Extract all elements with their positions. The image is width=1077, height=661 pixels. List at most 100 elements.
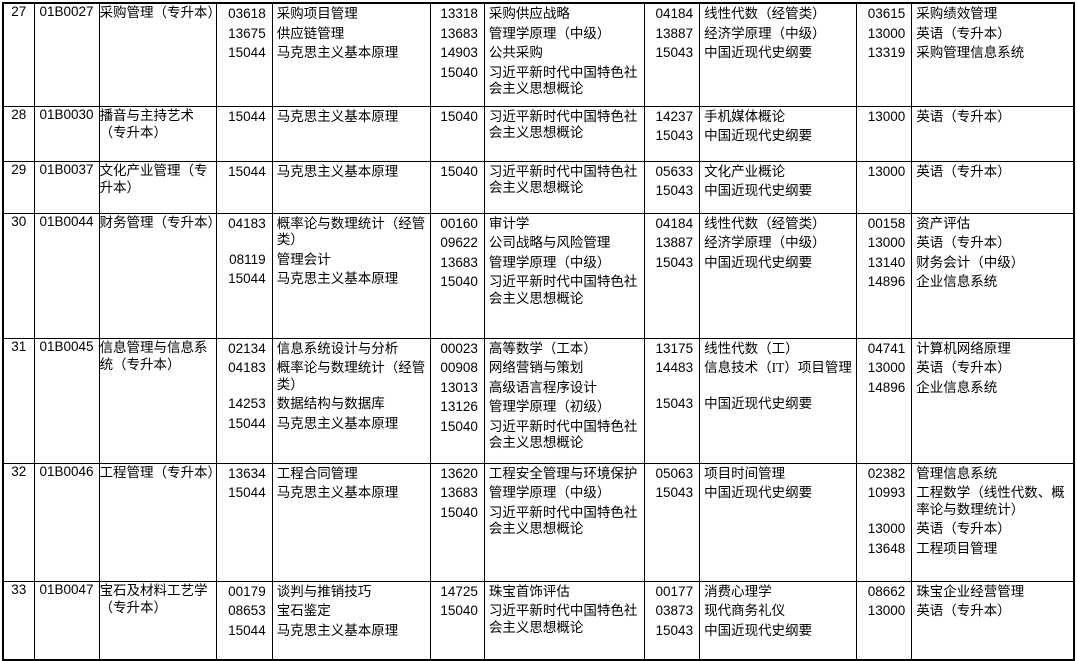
course-name-cell: 审计学 公司战略与风险管理 管理学原理（中级） 习近平新时代中国特色社会主义思想概论 — [483, 212, 646, 339]
course-name: 公司战略与风险管理 — [488, 235, 611, 251]
course-name: 工程合同管理 — [276, 465, 358, 481]
course-name-cell: 珠宝首饰评估 习近平新时代中国特色社会主义思想概论 — [483, 580, 646, 661]
course-name: 习近平新时代中国特色社会主义思想概论 — [488, 418, 638, 451]
course-code: 13140 — [867, 254, 906, 270]
course-code: 13318 — [440, 6, 478, 21]
course-name-cell: 手机媒体概论 中国近现代史纲要 — [699, 105, 858, 162]
course-name-cell: 计算机网络原理 英语（专升本） 企业信息系统 — [911, 337, 1075, 464]
course-code-cell: 13000 — [856, 160, 913, 214]
table-row: 29 01B0037 文化产业管理（专升本） 15044 马克思主义基本原理 15040 习… — [2, 160, 1075, 214]
course-name: 项目时间管理 — [704, 465, 786, 481]
course-name-cell: 工程安全管理与环境保护 管理学原理（中级） 习近平新时代中国特色社会主义思想概论 — [483, 462, 646, 582]
row-sequence-number: 27 — [2, 2, 35, 107]
course-name-cell: 马克思主义基本原理 — [271, 160, 431, 214]
course-code: 13000 — [867, 360, 906, 376]
course-code-cell: 03615 13000 13319 — [856, 2, 913, 107]
course-code: 14903 — [440, 45, 478, 61]
major-name: 财务管理（专升本） — [98, 212, 217, 339]
course-name: 中国近现代史纲要 — [704, 485, 813, 501]
course-code-cell: 04183 08119 15044 — [215, 212, 273, 339]
course-name: 高等数学（工本） — [488, 340, 597, 356]
course-code: 15040 — [440, 274, 478, 290]
row-sequence-number: 30 — [2, 212, 35, 339]
course-code: 13675 — [228, 25, 266, 41]
course-code: 13000 — [867, 108, 906, 124]
course-code: 15040 — [440, 64, 478, 80]
table-row: 30 01B0044 财务管理（专升本） 04183 08119 15044 概率论与数理统… — [2, 212, 1075, 339]
course-code: 15044 — [228, 271, 266, 287]
course-name-cell: 马克思主义基本原理 — [271, 105, 431, 162]
course-name: 采购项目管理 — [276, 6, 358, 21]
course-name: 采购绩效管理 — [916, 6, 998, 21]
course-code: 04184 — [655, 6, 694, 21]
course-name: 中国近现代史纲要 — [704, 45, 813, 61]
course-code-cell: 04184 13887 15043 — [644, 2, 701, 107]
course-name-cell: 文化产业概论 中国近现代史纲要 — [699, 160, 858, 214]
major-name: 文化产业管理（专升本） — [98, 160, 217, 214]
course-name-cell: 概率论与数理统计（经管类） 管理会计 马克思主义基本原理 — [271, 212, 431, 339]
major-name: 宝石及材料工艺学（专升本） — [98, 580, 217, 661]
course-code: 13000 — [867, 163, 906, 179]
course-name: 马克思主义基本原理 — [276, 485, 399, 501]
course-code-cell: 00179 08653 15044 — [215, 580, 273, 661]
course-code: 13000 — [867, 521, 906, 537]
course-name: 马克思主义基本原理 — [276, 163, 399, 179]
course-name: 马克思主义基本原理 — [276, 622, 399, 638]
course-code: 15040 — [440, 163, 478, 179]
course-code: 00160 — [440, 215, 478, 231]
course-name: 中国近现代史纲要 — [704, 183, 813, 199]
course-name: 宝石鉴定 — [276, 603, 331, 619]
course-code: 14253 — [228, 396, 266, 412]
course-code: 15044 — [228, 622, 266, 638]
course-code-cell: 15040 — [429, 105, 485, 162]
course-name: 习近平新时代中国特色社会主义思想概论 — [488, 64, 638, 97]
course-name: 英语（专升本） — [916, 163, 1011, 179]
major-code: 01B0047 — [33, 580, 100, 661]
course-code: 00177 — [655, 583, 694, 599]
course-name: 习近平新时代中国特色社会主义思想概论 — [488, 108, 638, 140]
course-name: 工程数学（线性代数、概率论与数理统计） — [916, 485, 1065, 517]
course-code: 14725 — [440, 583, 478, 599]
course-code: 02134 — [228, 340, 266, 356]
major-name: 播音与主持艺术（专升本） — [98, 105, 217, 162]
course-name: 管理学原理（初级） — [488, 399, 611, 415]
course-name: 英语（专升本） — [916, 521, 1011, 537]
course-name: 习近平新时代中国特色社会主义思想概论 — [488, 163, 638, 195]
course-code: 13683 — [440, 25, 478, 41]
course-code-cell: 03618 13675 15044 — [215, 2, 273, 107]
course-code-cell: 13620 13683 15040 — [429, 462, 485, 582]
course-name: 信息技术（IT）项目管理 — [704, 360, 852, 376]
course-name: 企业信息系统 — [916, 274, 998, 290]
course-name-cell: 习近平新时代中国特色社会主义思想概论 — [483, 160, 646, 214]
course-name: 管理学原理（中级） — [488, 254, 611, 270]
course-code-cell: 13634 15044 — [215, 462, 273, 582]
course-code: 00908 — [440, 360, 478, 376]
course-code-cell: 15044 — [215, 160, 273, 214]
course-name-cell: 线性代数（经管类） 经济学原理（中级） 中国近现代史纲要 — [699, 212, 858, 339]
course-code: 15040 — [440, 504, 478, 520]
course-code: 13634 — [228, 465, 266, 481]
course-code: 09622 — [440, 235, 478, 251]
course-code-cell: 15044 — [215, 105, 273, 162]
course-name: 采购管理信息系统 — [916, 45, 1025, 61]
course-name: 高级语言程序设计 — [488, 379, 597, 395]
course-code-cell: 05633 15043 — [644, 160, 701, 214]
course-name: 英语（专升本） — [916, 235, 1011, 251]
course-name: 线性代数（工） — [704, 340, 799, 356]
course-code-cell: 00160 09622 13683 15040 — [429, 212, 485, 339]
course-code-cell: 00023 00908 13013 13126 15040 — [429, 337, 485, 464]
course-name: 工程安全管理与环境保护 — [488, 465, 638, 481]
course-name: 马克思主义基本原理 — [276, 271, 399, 287]
course-name-cell: 英语（专升本） — [911, 105, 1075, 162]
course-code: 13683 — [440, 254, 478, 270]
course-name-cell: 采购绩效管理 英语（专升本） 采购管理信息系统 — [911, 2, 1075, 107]
table-row: 28 01B0030 播音与主持艺术（专升本） 15044 马克思主义基本原理 15040… — [2, 105, 1075, 162]
course-code: 13000 — [867, 235, 906, 251]
course-name: 线性代数（经管类） — [704, 215, 826, 231]
course-code: 15043 — [655, 485, 694, 501]
course-name-cell: 谈判与推销技巧 宝石鉴定 马克思主义基本原理 — [271, 580, 431, 661]
course-code: 04184 — [655, 215, 694, 231]
course-code-cell: 02134 04183 14253 15044 — [215, 337, 273, 464]
course-name-cell: 资产评估 英语（专升本） 财务会计（中级） 企业信息系统 — [911, 212, 1075, 339]
